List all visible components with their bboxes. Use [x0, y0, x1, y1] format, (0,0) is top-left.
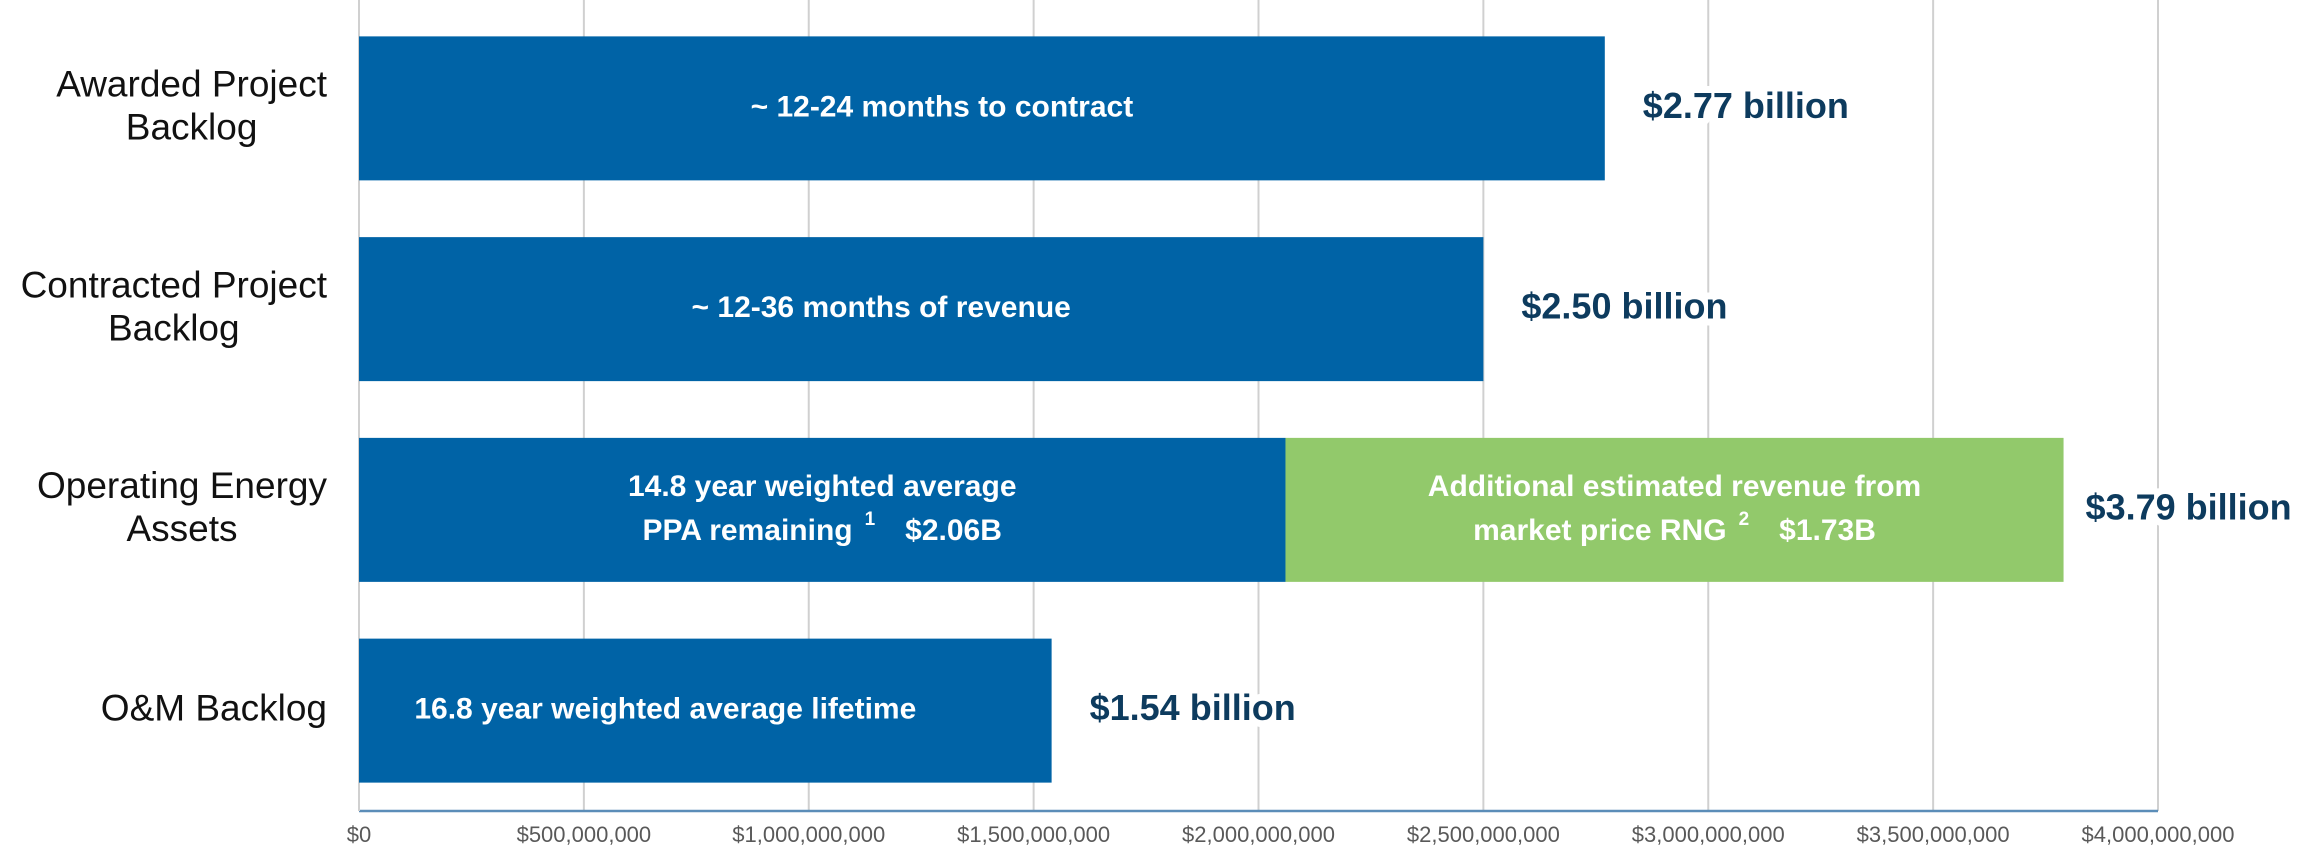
y-tick-label: Awarded Project — [56, 64, 328, 105]
x-tick-label: $2,500,000,000 — [1407, 822, 1560, 845]
value-label: $1.73B — [1779, 514, 1876, 547]
bar-annotation: 14.8 year weighted average — [628, 470, 1017, 503]
x-tick-label: $1,500,000,000 — [957, 822, 1110, 845]
bar-annotation: ~ 12-24 months to contract — [751, 90, 1134, 123]
x-tick-label: $500,000,000 — [517, 822, 652, 845]
y-tick-label: Assets — [126, 508, 237, 549]
x-tick-label: $3,500,000,000 — [1857, 822, 2010, 845]
total-label: $3.79 billion — [2086, 486, 2292, 527]
y-tick-label: Contracted Project — [21, 264, 328, 305]
bar-annotation: 16.8 year weighted average lifetime — [414, 693, 916, 726]
value-label: $2.77 billion — [1643, 85, 1849, 126]
bar — [359, 36, 1605, 181]
value-label: $1.54 billion — [1090, 687, 1296, 728]
y-tick-label: Backlog — [108, 307, 240, 348]
x-tick-label: $4,000,000,000 — [2082, 822, 2235, 845]
footnote-marker: 1 — [865, 509, 876, 530]
footnote-marker: 2 — [1739, 509, 1750, 530]
bar-annotation: market price RNG — [1473, 514, 1726, 547]
bar-annotation: PPA remaining — [643, 514, 853, 547]
x-tick-label: $0 — [347, 822, 371, 845]
x-tick-label: $2,000,000,000 — [1182, 822, 1335, 845]
bar — [359, 437, 1286, 582]
x-tick-label: $3,000,000,000 — [1632, 822, 1785, 845]
y-tick-label: Operating Energy — [37, 465, 328, 506]
bar — [359, 638, 1052, 783]
bar — [1285, 437, 2064, 582]
x-tick-label: $1,000,000,000 — [732, 822, 885, 845]
value-label: $2.50 billion — [1521, 286, 1727, 327]
bar — [359, 237, 1484, 382]
bar-annotation: ~ 12-36 months of revenue — [692, 291, 1071, 324]
y-tick-label: Backlog — [126, 107, 258, 148]
bar-annotation: Additional estimated revenue from — [1428, 470, 1921, 503]
value-label: $2.06B — [905, 514, 1002, 547]
y-tick-label: O&M Backlog — [101, 687, 327, 728]
